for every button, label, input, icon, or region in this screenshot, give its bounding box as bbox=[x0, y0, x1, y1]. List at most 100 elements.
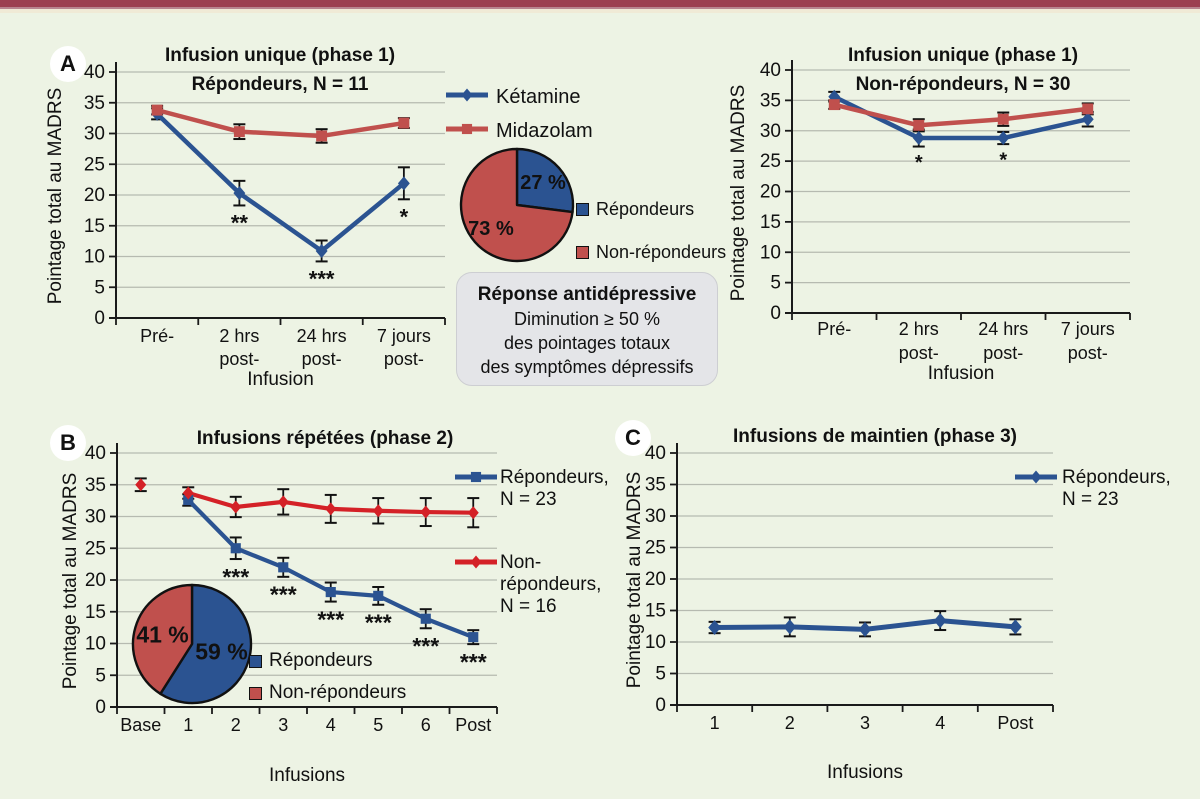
svg-text:*: * bbox=[999, 150, 1007, 172]
svg-text:30: 30 bbox=[85, 507, 106, 528]
svg-text:***: *** bbox=[222, 564, 249, 590]
svg-text:Infusion: Infusion bbox=[247, 369, 314, 390]
svg-text:25: 25 bbox=[84, 154, 105, 175]
svg-text:25: 25 bbox=[645, 538, 666, 559]
svg-text:30: 30 bbox=[760, 121, 781, 142]
svg-text:10: 10 bbox=[760, 242, 781, 263]
svg-text:25: 25 bbox=[85, 538, 106, 559]
svg-text:3: 3 bbox=[278, 715, 288, 735]
line-chart-svg-phase1-nonresponders: 0 5 10 15 20 25 30 35 40 Pré- 2 hrs post- 24 hrs post… bbox=[760, 60, 1131, 384]
svg-text:4: 4 bbox=[935, 713, 945, 733]
svg-text:Pré-: Pré- bbox=[817, 319, 851, 339]
svg-text:5: 5 bbox=[373, 715, 383, 735]
legend-item-midazolam: Midazolam bbox=[444, 120, 593, 143]
svg-text:27 %: 27 % bbox=[520, 172, 566, 194]
svg-text:6: 6 bbox=[421, 715, 431, 735]
svg-text:7 jours: 7 jours bbox=[377, 326, 431, 346]
svg-text:2: 2 bbox=[785, 713, 795, 733]
svg-text:5: 5 bbox=[655, 664, 666, 685]
svg-text:10: 10 bbox=[85, 634, 106, 655]
svg-text:0: 0 bbox=[95, 697, 106, 718]
svg-text:1: 1 bbox=[710, 713, 720, 733]
svg-text:40: 40 bbox=[760, 60, 781, 81]
svg-text:N = 23: N = 23 bbox=[500, 489, 557, 510]
svg-text:7 jours: 7 jours bbox=[1061, 319, 1115, 339]
svg-text:post-: post- bbox=[983, 343, 1023, 363]
svg-text:répondeurs,: répondeurs, bbox=[500, 574, 601, 595]
line-chart-svg-phase1-responders: 0 5 10 15 20 25 30 35 40 Pré- 2 hrs post- 24 hrs post… bbox=[84, 62, 446, 390]
svg-text:Pré-: Pré- bbox=[140, 326, 174, 346]
svg-text:30: 30 bbox=[645, 506, 666, 527]
svg-text:5: 5 bbox=[95, 665, 106, 686]
svg-text:Infusions: Infusions bbox=[827, 762, 903, 783]
pie1-legend-label-responders: Répondeurs bbox=[596, 199, 695, 219]
responders-swatch-icon bbox=[249, 654, 262, 668]
chart-title-phase1-nonresponders: Infusion unique (phase 1) bbox=[847, 45, 1079, 66]
svg-text:post-: post- bbox=[384, 349, 424, 369]
pie1-legend-label-nonresponders: Non-répondeurs bbox=[596, 242, 727, 262]
svg-text:Post: Post bbox=[455, 715, 491, 735]
pie-chart-phase2: 59 % 41 % bbox=[130, 582, 254, 706]
svg-text:20: 20 bbox=[645, 569, 666, 590]
legend-label-ketamine: Kétamine bbox=[496, 86, 581, 108]
svg-text:20: 20 bbox=[84, 185, 105, 206]
svg-text:***: *** bbox=[460, 649, 487, 675]
svg-text:25: 25 bbox=[760, 151, 781, 172]
svg-text:N = 16: N = 16 bbox=[500, 596, 557, 617]
legend-phase1: Kétamine Midazolam bbox=[444, 86, 593, 143]
svg-text:20: 20 bbox=[85, 570, 106, 591]
responders-swatch-icon bbox=[576, 203, 589, 216]
svg-text:24 hrs: 24 hrs bbox=[978, 319, 1028, 339]
chart-title-phase3: Infusions de maintien (phase 3) bbox=[733, 426, 1017, 447]
svg-text:10: 10 bbox=[645, 632, 666, 653]
svg-text:20: 20 bbox=[760, 182, 781, 203]
midazolam-line-swatch-icon bbox=[444, 120, 490, 143]
chart-subtitle-phase1-responders: Répondeurs, N = 11 bbox=[191, 74, 369, 95]
pie2-legend-responders: Répondeurs bbox=[249, 650, 373, 672]
response-box-line2: des pointages totaux bbox=[503, 333, 671, 353]
line-chart-svg-phase3-maintenance: 0 5 10 15 20 25 30 35 40 1 2 3 4 Post Infusions Réponde… bbox=[645, 443, 1171, 783]
pie2-legend-label-responders: Répondeurs bbox=[269, 650, 373, 671]
svg-text:15: 15 bbox=[84, 216, 105, 237]
svg-text:*: * bbox=[915, 152, 923, 174]
svg-text:post-: post- bbox=[219, 349, 259, 369]
svg-text:Infusion: Infusion bbox=[928, 363, 995, 384]
svg-text:15: 15 bbox=[760, 212, 781, 233]
svg-text:*: * bbox=[400, 204, 409, 229]
line-chart-phase2-repeated: 0 5 10 15 20 25 30 35 40 Base 1 2 3 4 5 6 Post Infusions *… bbox=[30, 420, 640, 799]
svg-text:41 %: 41 % bbox=[136, 621, 188, 647]
legend-label-midazolam: Midazolam bbox=[496, 120, 593, 142]
svg-text:***: *** bbox=[270, 582, 297, 608]
svg-text:24 hrs: 24 hrs bbox=[297, 326, 347, 346]
panel-label-c: C bbox=[615, 420, 651, 456]
svg-text:59 %: 59 % bbox=[195, 639, 247, 665]
svg-text:10: 10 bbox=[84, 247, 105, 268]
svg-text:Post: Post bbox=[997, 713, 1033, 733]
svg-text:35: 35 bbox=[85, 475, 106, 496]
svg-text:35: 35 bbox=[760, 90, 781, 111]
svg-text:3: 3 bbox=[860, 713, 870, 733]
svg-text:40: 40 bbox=[84, 62, 105, 83]
pie1-legend-nonresponders: Non-répondeurs bbox=[576, 242, 726, 263]
pie-chart-svg-pie-phase2: 59 % 41 % bbox=[131, 583, 253, 705]
line-chart-phase1-responders: 0 5 10 15 20 25 30 35 40 Pré- 2 hrs post- 24 hrs post… bbox=[30, 40, 470, 405]
svg-text:2 hrs: 2 hrs bbox=[899, 319, 939, 339]
svg-text:73 %: 73 % bbox=[468, 218, 514, 240]
svg-text:5: 5 bbox=[770, 273, 781, 294]
svg-text:0: 0 bbox=[94, 308, 105, 329]
svg-text:35: 35 bbox=[84, 93, 105, 114]
response-box-title: Réponse antidépressive bbox=[477, 284, 697, 305]
svg-text:***: *** bbox=[309, 266, 335, 291]
svg-text:post-: post- bbox=[302, 349, 342, 369]
svg-text:Répondeurs,: Répondeurs, bbox=[1062, 467, 1171, 488]
svg-text:***: *** bbox=[365, 610, 392, 636]
svg-text:post-: post- bbox=[1068, 343, 1108, 363]
svg-text:5: 5 bbox=[94, 277, 105, 298]
svg-text:2 hrs: 2 hrs bbox=[219, 326, 259, 346]
legend-item-ketamine: Kétamine bbox=[444, 86, 593, 109]
response-box-line3: des symptômes dépressifs bbox=[480, 357, 694, 377]
svg-text:Infusions: Infusions bbox=[269, 765, 345, 786]
svg-text:40: 40 bbox=[85, 443, 106, 464]
response-definition-box: Réponse antidépressive Diminution ≥ 50 %… bbox=[456, 272, 718, 386]
